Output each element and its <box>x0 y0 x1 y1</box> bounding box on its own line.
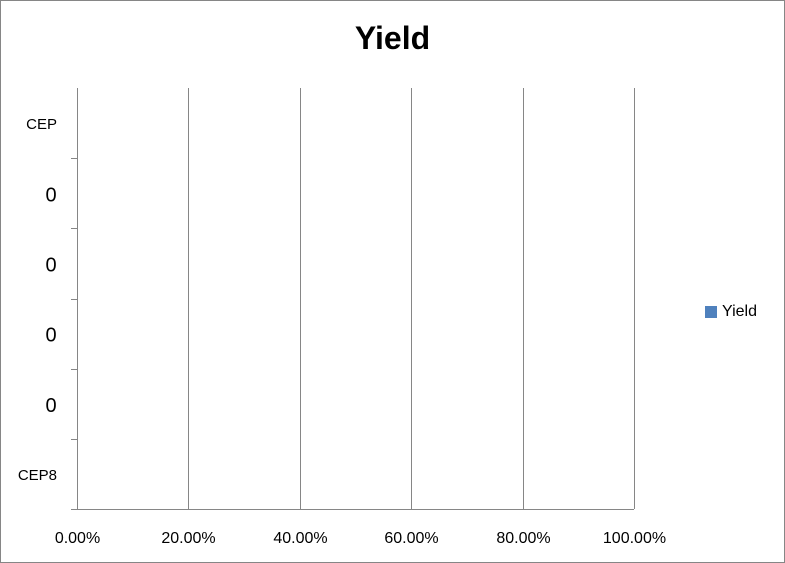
x-tick-label: 80.00% <box>496 530 550 547</box>
x-tick-label: 20.00% <box>161 530 215 547</box>
x-tick-label: 40.00% <box>273 530 327 547</box>
legend-swatch <box>705 306 717 318</box>
x-tick-labels: 0.00% 20.00% 40.00% 60.00% 80.00% 100.00% <box>55 530 666 547</box>
category-label: CEP <box>26 116 57 133</box>
legend: Yield <box>705 303 757 321</box>
axes <box>71 88 634 510</box>
category-labels: CEP 0 0 0 0 CEP8 <box>18 116 57 484</box>
gridlines <box>188 88 635 509</box>
legend-label: Yield <box>722 303 757 320</box>
x-tick-label: 60.00% <box>384 530 438 547</box>
category-label: CEP8 <box>18 467 57 484</box>
category-label: 0 <box>45 254 56 276</box>
x-tick-label: 100.00% <box>603 530 666 547</box>
category-label: 0 <box>45 325 56 347</box>
chart-title: Yield <box>354 20 431 56</box>
category-label: 0 <box>45 395 56 417</box>
category-label: 0 <box>45 184 56 206</box>
x-tick-label: 0.00% <box>55 530 100 547</box>
